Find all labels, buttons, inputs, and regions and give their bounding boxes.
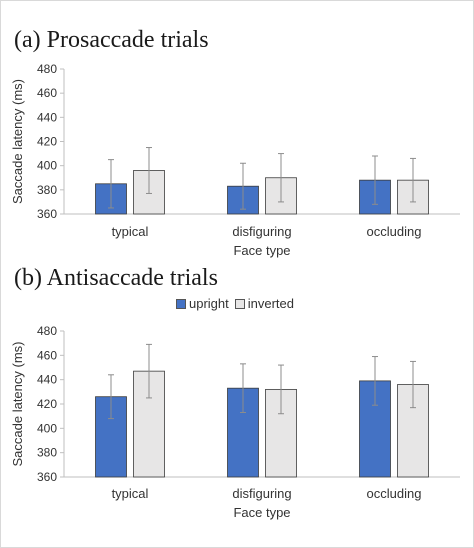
- y-tick-label: 400: [37, 159, 57, 173]
- category-label-typical: typical: [112, 486, 149, 501]
- category-label-disfiguring: disfiguring: [232, 224, 291, 239]
- category-label-occluding: occluding: [367, 224, 422, 239]
- category-label-occluding: occluding: [367, 486, 422, 501]
- y-tick-label: 360: [37, 207, 57, 221]
- category-label-typical: typical: [112, 224, 149, 239]
- x-axis-title: Face type: [233, 243, 290, 258]
- y-tick-label: 380: [37, 446, 57, 460]
- panel-b-title: (b) Antisaccade trials: [14, 265, 218, 291]
- y-tick-label: 480: [37, 324, 57, 338]
- legend-swatch-upright: [176, 298, 186, 309]
- y-axis-title: Saccade latency (ms): [10, 342, 25, 467]
- legend-item-upright: upright: [176, 296, 229, 311]
- legend-label-inverted: inverted: [247, 296, 294, 311]
- panel-a-title: (a) Prosaccade trials: [14, 27, 209, 53]
- x-axis-title: Face type: [233, 505, 290, 520]
- y-tick-label: 460: [37, 86, 57, 100]
- legend-swatch-inverted: [234, 298, 245, 309]
- y-axis-title: Saccade latency (ms): [10, 79, 25, 204]
- legend-label-upright: upright: [189, 296, 229, 311]
- y-tick-label: 380: [37, 183, 57, 197]
- y-tick-label: 460: [37, 348, 57, 362]
- y-tick-label: 420: [37, 397, 57, 411]
- y-tick-label: 440: [37, 373, 57, 387]
- category-label-disfiguring: disfiguring: [232, 486, 291, 501]
- y-tick-label: 480: [37, 62, 57, 76]
- y-tick-label: 360: [37, 470, 57, 484]
- y-tick-label: 420: [37, 135, 57, 149]
- y-tick-label: 400: [37, 421, 57, 435]
- legend-item-inverted: inverted: [234, 296, 294, 311]
- legend: upright inverted: [176, 296, 300, 311]
- y-tick-label: 440: [37, 110, 57, 124]
